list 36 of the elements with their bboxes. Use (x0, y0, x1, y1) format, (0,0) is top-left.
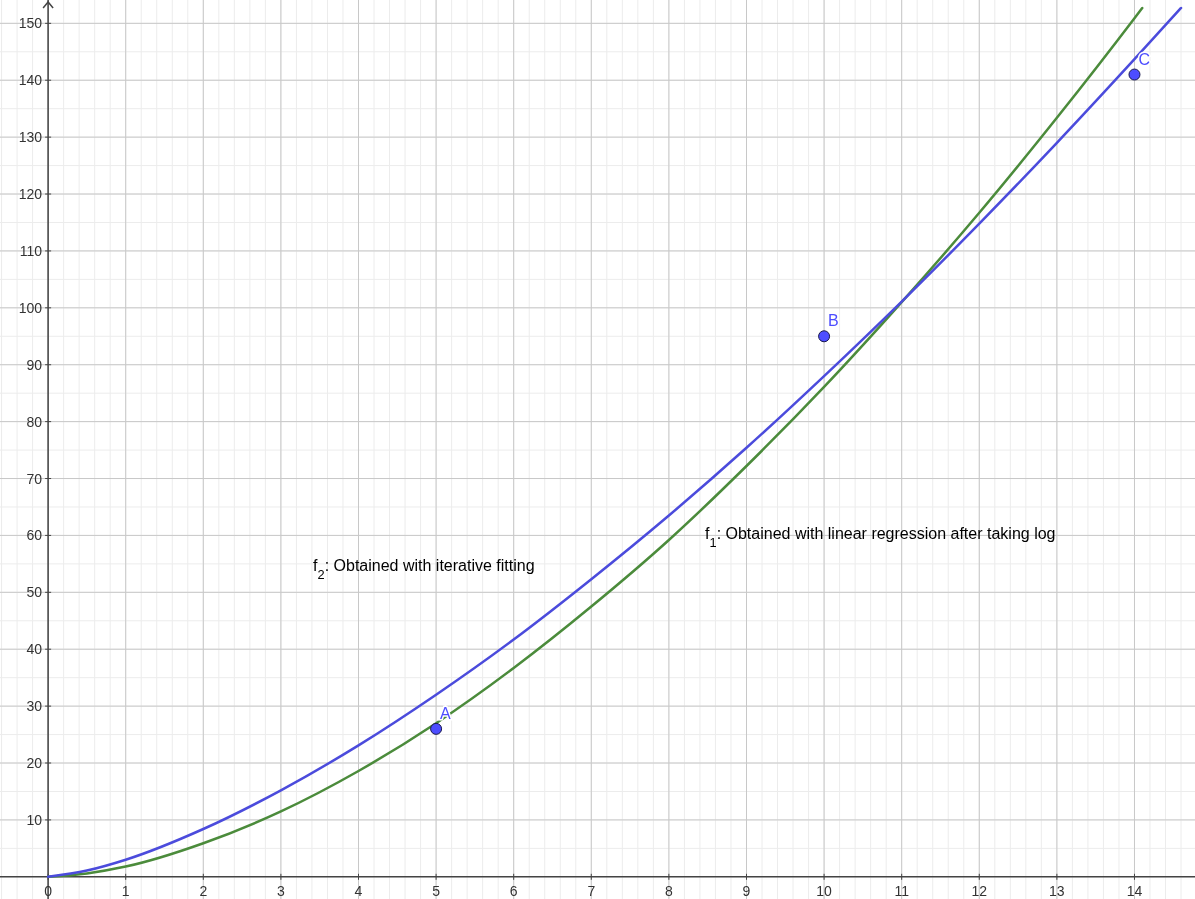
y-tick-label: 100 (18, 299, 43, 316)
x-tick-label: 4 (354, 882, 363, 899)
y-tick-label: 50 (26, 584, 43, 601)
y-tick-label: 80 (26, 413, 43, 430)
data-label: C (1138, 50, 1151, 68)
y-tick-label: 70 (26, 470, 43, 487)
x-tick-label: 8 (664, 882, 673, 899)
y-tick-label: 150 (18, 15, 43, 32)
y-tick-label: 30 (26, 698, 43, 715)
y-tick-label: 90 (26, 356, 43, 373)
x-tick-label: 9 (742, 882, 751, 899)
y-tick-label: 60 (26, 527, 43, 544)
x-tick-label: 13 (1049, 882, 1065, 899)
x-tick-label: 1 (121, 882, 130, 899)
annotation: f$_{2}$: Obtained with iterative fitting (313, 556, 535, 582)
x-tick-label: 3 (277, 882, 285, 899)
data-label: B (828, 312, 839, 330)
x-tick-label: 14 (1126, 882, 1143, 899)
x-tick-label: 6 (509, 882, 518, 899)
point (1128, 68, 1141, 81)
x-tick-label: 12 (971, 882, 988, 899)
y-tick-label: 130 (18, 129, 43, 146)
y-tick-label: 10 (26, 811, 43, 828)
y-tick-label: 110 (19, 242, 43, 259)
y-tick-label: 140 (18, 72, 43, 89)
x-tick-label: 5 (432, 882, 441, 899)
x-tick-label: 2 (199, 882, 208, 899)
y-tick-label: 120 (18, 186, 43, 203)
point (430, 722, 443, 735)
y-tick-label: 40 (26, 641, 43, 658)
x-tick-label: 7 (587, 882, 596, 899)
x-tick-label: 11 (894, 882, 910, 899)
annotation: f$_{1}$: Obtained with linear regression after taking log (705, 525, 1056, 550)
y-tick-label: 20 (26, 755, 43, 772)
point (818, 330, 831, 343)
x-tick-label: 10 (816, 882, 833, 899)
